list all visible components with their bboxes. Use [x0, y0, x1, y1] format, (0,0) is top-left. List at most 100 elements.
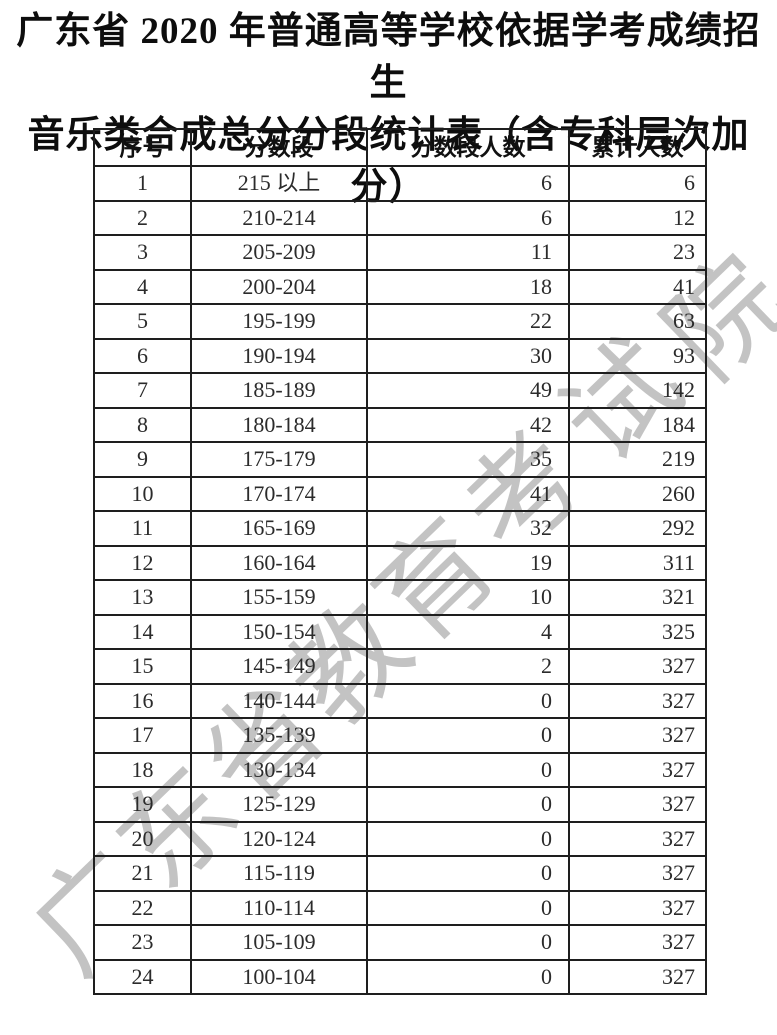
table-cell: 100-104: [190, 958, 368, 995]
table-cell: 0: [366, 924, 570, 961]
table-cell: 12: [568, 199, 707, 236]
table-cell: 0: [366, 855, 570, 892]
table-cell: 4: [366, 613, 570, 650]
column-header: 累计人数: [568, 128, 707, 167]
table-row: 3 205-209 11 23: [93, 234, 707, 271]
table-cell: 0: [366, 958, 570, 995]
table-cell: 18: [93, 751, 192, 788]
table-cell: 30: [366, 337, 570, 374]
table-cell: 2: [366, 648, 570, 685]
table-cell: 190-194: [190, 337, 368, 374]
table-cell: 6: [93, 337, 192, 374]
table-cell: 327: [568, 717, 707, 754]
table-cell: 18: [366, 268, 570, 305]
table-cell: 11: [93, 510, 192, 547]
table-row: 11 165-169 32 292: [93, 510, 707, 547]
table-row: 2 210-214 6 12: [93, 199, 707, 236]
table-cell: 327: [568, 682, 707, 719]
table-row: 23 105-109 0 327: [93, 924, 707, 961]
table-cell: 130-134: [190, 751, 368, 788]
table-cell: 9: [93, 441, 192, 478]
table-row: 20 120-124 0 327: [93, 820, 707, 857]
table-cell: 210-214: [190, 199, 368, 236]
table-row: 7 185-189 49 142: [93, 372, 707, 409]
score-distribution-table: 序号 分数段 分数段人数 累计人数 1 215 以上 6 6 2 210-214 6 12 3 205-…: [93, 128, 707, 995]
table-cell: 327: [568, 958, 707, 995]
table-cell: 2: [93, 199, 192, 236]
table-cell: 0: [366, 682, 570, 719]
column-header: 分数段人数: [366, 128, 570, 167]
table-cell: 327: [568, 648, 707, 685]
table-cell: 0: [366, 889, 570, 926]
table-cell: 327: [568, 786, 707, 823]
table-row: 24 100-104 0 327: [93, 958, 707, 995]
table-cell: 170-174: [190, 475, 368, 512]
table-cell: 23: [568, 234, 707, 271]
column-header: 序号: [93, 128, 192, 167]
table-cell: 327: [568, 924, 707, 961]
table-cell: 135-139: [190, 717, 368, 754]
table-cell: 19: [93, 786, 192, 823]
table-cell: 219: [568, 441, 707, 478]
table-cell: 205-209: [190, 234, 368, 271]
table-row: 14 150-154 4 325: [93, 613, 707, 650]
table-head: 序号 分数段 分数段人数 累计人数: [93, 128, 707, 167]
column-header: 分数段: [190, 128, 368, 167]
table-cell: 184: [568, 406, 707, 443]
table-cell: 19: [366, 544, 570, 581]
table-row: 15 145-149 2 327: [93, 648, 707, 685]
table-cell: 150-154: [190, 613, 368, 650]
table-cell: 1: [93, 165, 192, 202]
table-cell: 3: [93, 234, 192, 271]
table-row: 16 140-144 0 327: [93, 682, 707, 719]
table-cell: 185-189: [190, 372, 368, 409]
table-cell: 5: [93, 303, 192, 340]
table-cell: 63: [568, 303, 707, 340]
table-cell: 13: [93, 579, 192, 616]
table-row: 13 155-159 10 321: [93, 579, 707, 616]
table-row: 17 135-139 0 327: [93, 717, 707, 754]
table-cell: 41: [568, 268, 707, 305]
table-cell: 21: [93, 855, 192, 892]
table-cell: 327: [568, 820, 707, 857]
table-row: 19 125-129 0 327: [93, 786, 707, 823]
table-cell: 140-144: [190, 682, 368, 719]
table-cell: 142: [568, 372, 707, 409]
table-cell: 311: [568, 544, 707, 581]
table-cell: 260: [568, 475, 707, 512]
table-cell: 175-179: [190, 441, 368, 478]
table-cell: 12: [93, 544, 192, 581]
table-body: 1 215 以上 6 6 2 210-214 6 12 3 205-209 11 23 4 200-204…: [93, 165, 707, 995]
table-row: 4 200-204 18 41: [93, 268, 707, 305]
table-cell: 165-169: [190, 510, 368, 547]
table-cell: 120-124: [190, 820, 368, 857]
table-header-row: 序号 分数段 分数段人数 累计人数: [93, 128, 707, 167]
table-cell: 6: [366, 199, 570, 236]
table-cell: 215 以上: [190, 165, 368, 202]
table-cell: 10: [93, 475, 192, 512]
table-cell: 6: [366, 165, 570, 202]
table-row: 1 215 以上 6 6: [93, 165, 707, 202]
table-cell: 8: [93, 406, 192, 443]
table-cell: 180-184: [190, 406, 368, 443]
table-cell: 22: [366, 303, 570, 340]
table-cell: 0: [366, 751, 570, 788]
table-cell: 327: [568, 855, 707, 892]
table-cell: 195-199: [190, 303, 368, 340]
table-cell: 327: [568, 889, 707, 926]
table-cell: 17: [93, 717, 192, 754]
table-row: 9 175-179 35 219: [93, 441, 707, 478]
table-cell: 145-149: [190, 648, 368, 685]
table-cell: 115-119: [190, 855, 368, 892]
table-cell: 93: [568, 337, 707, 374]
table-cell: 23: [93, 924, 192, 961]
document-title-line1: 广东省 2020 年普通高等学校依据学考成绩招生: [16, 11, 761, 104]
table-cell: 14: [93, 613, 192, 650]
table-cell: 4: [93, 268, 192, 305]
table-cell: 200-204: [190, 268, 368, 305]
table-cell: 16: [93, 682, 192, 719]
table-cell: 105-109: [190, 924, 368, 961]
table-row: 22 110-114 0 327: [93, 889, 707, 926]
table-cell: 292: [568, 510, 707, 547]
